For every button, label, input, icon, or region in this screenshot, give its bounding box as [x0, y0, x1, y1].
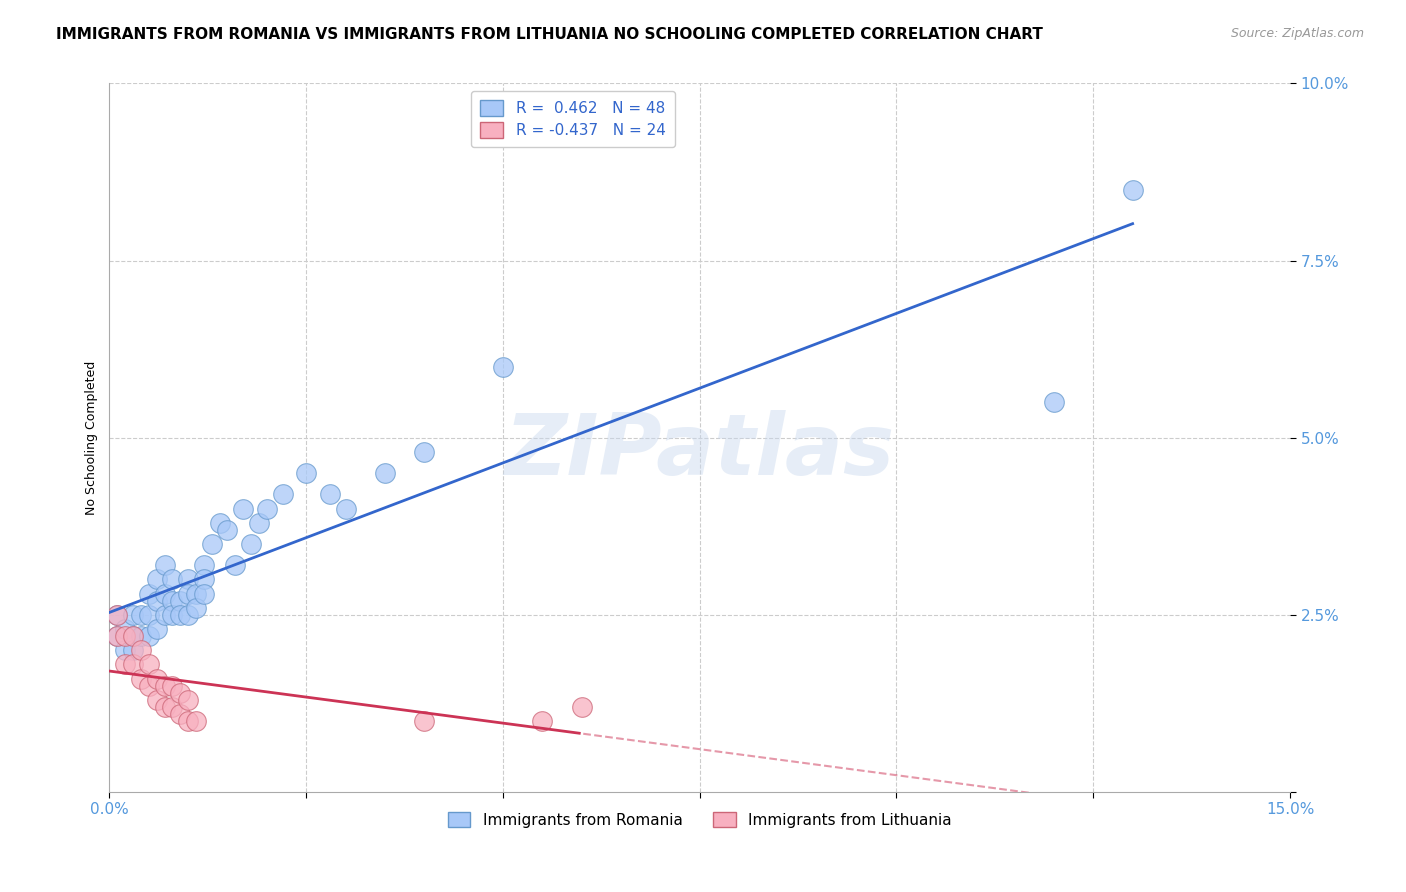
Point: [177, 714, 200, 728]
Point: [162, 593, 184, 607]
Point: [177, 693, 200, 707]
Point: [177, 586, 200, 600]
Point: [374, 466, 396, 480]
Point: [169, 593, 191, 607]
Point: [105, 629, 128, 643]
Point: [184, 600, 207, 615]
Point: [122, 607, 145, 622]
Point: [138, 629, 160, 643]
Text: ZIPatlas: ZIPatlas: [505, 410, 894, 493]
Legend: Immigrants from Romania, Immigrants from Lithuania: Immigrants from Romania, Immigrants from…: [441, 805, 957, 834]
Point: [571, 700, 593, 714]
Point: [105, 629, 128, 643]
Point: [169, 607, 191, 622]
Point: [224, 558, 246, 573]
Point: [129, 643, 152, 657]
Point: [129, 607, 152, 622]
Point: [145, 693, 167, 707]
Point: [105, 607, 128, 622]
Point: [145, 593, 167, 607]
Point: [122, 629, 145, 643]
Point: [492, 359, 515, 374]
Point: [413, 445, 436, 459]
Point: [256, 501, 278, 516]
Point: [122, 657, 145, 672]
Point: [169, 706, 191, 721]
Point: [1043, 395, 1066, 409]
Point: [247, 516, 270, 530]
Point: [138, 586, 160, 600]
Point: [271, 487, 294, 501]
Point: [114, 643, 136, 657]
Point: [184, 714, 207, 728]
Point: [169, 686, 191, 700]
Point: [114, 657, 136, 672]
Point: [295, 466, 318, 480]
Point: [129, 629, 152, 643]
Point: [153, 586, 176, 600]
Point: [232, 501, 254, 516]
Point: [138, 657, 160, 672]
Point: [201, 537, 224, 551]
Point: [138, 607, 160, 622]
Point: [114, 629, 136, 643]
Point: [122, 629, 145, 643]
Point: [162, 700, 184, 714]
Point: [162, 573, 184, 587]
Point: [184, 586, 207, 600]
Point: [145, 672, 167, 686]
Text: IMMIGRANTS FROM ROMANIA VS IMMIGRANTS FROM LITHUANIA NO SCHOOLING COMPLETED CORR: IMMIGRANTS FROM ROMANIA VS IMMIGRANTS FR…: [56, 27, 1043, 42]
Point: [162, 607, 184, 622]
Point: [177, 573, 200, 587]
Point: [413, 714, 436, 728]
Point: [114, 622, 136, 636]
Point: [177, 607, 200, 622]
Point: [153, 558, 176, 573]
Y-axis label: No Schooling Completed: No Schooling Completed: [86, 360, 98, 515]
Point: [319, 487, 342, 501]
Point: [138, 679, 160, 693]
Point: [531, 714, 554, 728]
Point: [145, 622, 167, 636]
Point: [153, 700, 176, 714]
Point: [193, 573, 215, 587]
Point: [193, 558, 215, 573]
Point: [208, 516, 231, 530]
Point: [335, 501, 357, 516]
Point: [1122, 183, 1144, 197]
Point: [129, 672, 152, 686]
Point: [145, 573, 167, 587]
Point: [122, 643, 145, 657]
Point: [153, 607, 176, 622]
Point: [217, 523, 239, 537]
Point: [193, 586, 215, 600]
Text: Source: ZipAtlas.com: Source: ZipAtlas.com: [1230, 27, 1364, 40]
Point: [162, 679, 184, 693]
Point: [153, 679, 176, 693]
Point: [240, 537, 263, 551]
Point: [105, 607, 128, 622]
